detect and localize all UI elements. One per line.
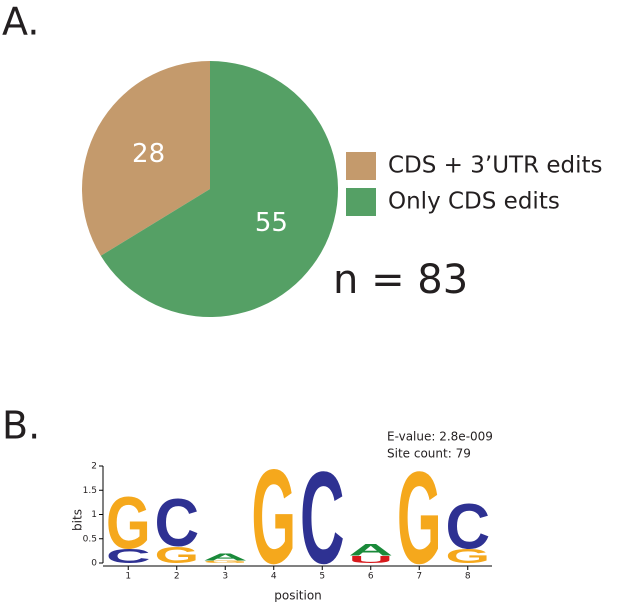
logo-letter: C [106,545,151,568]
logo-letter: U [348,554,393,565]
logo-letter: A [348,541,393,560]
y-tick-label: 1.5 [83,486,97,496]
logo-letter-group: G [445,545,490,568]
x-tick-label: 6 [368,572,374,582]
x-tick-label: 7 [416,572,422,582]
x-tick-label: 1 [125,572,131,582]
y-tick-label: 0 [91,559,97,569]
logo-letter-group: G [397,444,442,591]
logo-letter: G [106,482,151,564]
x-tick-label: 4 [271,572,277,582]
logo-letter: C [445,492,490,563]
y-tick-label: 0.5 [83,534,97,544]
x-axis-label: position [274,589,322,603]
x-tick-label: 3 [222,572,228,582]
logo-letter-group: A [348,541,393,560]
x-tick-label: 8 [465,572,471,582]
pie-slice [100,61,338,317]
panel-label: B. [2,404,40,448]
legend-label: Only CDS edits [388,189,560,215]
annotation: n = 83 [333,257,468,303]
logo-letter-group: A [203,552,248,563]
logo-letter-group: G [203,560,248,564]
data-label: 55 [255,208,288,238]
logo-letter: G [397,444,442,591]
annotation: Site count: 79 [387,447,471,461]
annotation: E-value: 2.8e-009 [387,430,493,444]
logo-letter: G [445,545,490,568]
y-axis-label: bits [71,509,85,531]
logo-letter-group: C [106,545,151,568]
legend-label: CDS + 3’UTR edits [388,153,603,179]
legend-swatch [346,152,376,180]
logo-letter-group: C [154,485,199,561]
panel-label: A. [2,0,39,44]
logo-letter: C [300,444,345,591]
y-tick-label: 2 [91,462,97,472]
logo-letter-group: C [445,492,490,563]
logo-letter-group: G [154,542,199,568]
logo-letter-group: G [106,482,151,564]
logo-letter: G [203,560,248,564]
legend-swatch [346,188,376,216]
logo-letter-group: C [300,444,345,591]
logo-letter-group: U [348,554,393,565]
x-tick-label: 2 [174,572,180,582]
x-tick-label: 5 [319,572,325,582]
logo-letter: G [154,542,199,568]
logo-letter: A [203,552,248,563]
pie-slice [81,61,211,256]
logo-letter: G [251,442,296,592]
data-label: 28 [132,139,165,169]
logo-letter-group: G [251,442,296,592]
logo-letter: C [154,485,199,561]
y-tick-label: 1 [91,510,97,520]
